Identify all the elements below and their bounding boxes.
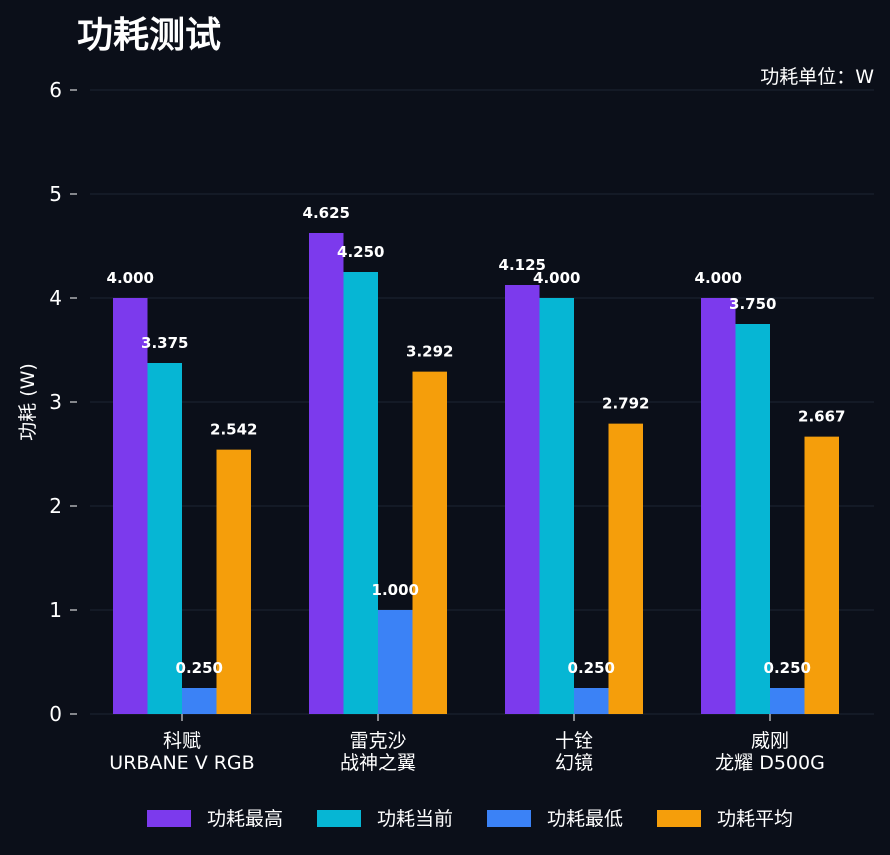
data-label: 2.792 (602, 395, 649, 413)
y-tick-label: 0 (49, 702, 62, 726)
x-tick-label: 雷克沙 (349, 730, 406, 752)
data-label: 2.667 (798, 408, 845, 426)
legend: 功耗最高 功耗当前 功耗最低 功耗平均 (147, 808, 793, 830)
y-tick-label: 5 (49, 182, 62, 206)
y-axis-ticks: 0 1 2 3 4 5 6 (49, 78, 77, 726)
bar (309, 233, 344, 714)
bar (412, 371, 447, 714)
data-label: 3.750 (729, 295, 776, 313)
bar (378, 610, 413, 714)
legend-label: 功耗最低 (547, 808, 623, 830)
y-tick-label: 6 (49, 78, 62, 102)
x-tick-label: URBANE V RGB (109, 752, 254, 774)
bar (608, 423, 643, 714)
data-label: 3.292 (406, 343, 453, 361)
y-axis-label: 功耗 (W) (17, 363, 39, 441)
x-tick-label: 十铨 (555, 730, 593, 752)
data-label: 4.125 (499, 256, 546, 274)
legend-swatch (147, 810, 191, 827)
bar (505, 285, 540, 714)
unit-note: 功耗单位：W (760, 66, 874, 88)
data-label: 4.000 (533, 269, 580, 287)
x-tick-label: 龙耀 D500G (715, 752, 825, 774)
bar (343, 272, 378, 714)
bar (216, 449, 251, 714)
data-labels: 4.000 3.375 0.250 2.542 4.625 4.250 1.000 3.292… (107, 204, 846, 677)
legend-label: 功耗当前 (377, 808, 453, 830)
data-label: 0.250 (176, 659, 223, 677)
bar (701, 298, 736, 714)
data-label: 2.542 (210, 421, 257, 439)
data-label: 4.625 (303, 204, 350, 222)
data-label: 4.000 (695, 269, 742, 287)
data-label: 0.250 (568, 659, 615, 677)
bar (182, 688, 217, 714)
data-label: 4.000 (107, 269, 154, 287)
bar (113, 298, 148, 714)
y-tick-label: 3 (49, 390, 62, 414)
bar (804, 436, 839, 714)
legend-swatch (487, 810, 531, 827)
legend-swatch (657, 810, 701, 827)
y-tick-label: 2 (49, 494, 62, 518)
data-label: 3.375 (141, 334, 188, 352)
x-tick-label: 战神之翼 (340, 752, 416, 774)
bar (147, 363, 182, 714)
x-tick-label: 幻镜 (555, 752, 593, 774)
bar (770, 688, 805, 714)
legend-label: 功耗最高 (207, 808, 283, 830)
data-label: 1.000 (372, 581, 419, 599)
bar (735, 324, 770, 714)
chart-title: 功耗测试 (77, 15, 221, 56)
data-label: 0.250 (764, 659, 811, 677)
legend-label: 功耗平均 (717, 808, 793, 830)
bars (113, 233, 839, 714)
y-tick-label: 4 (49, 286, 62, 310)
data-label: 4.250 (337, 243, 384, 261)
legend-swatch (317, 810, 361, 827)
bar (574, 688, 609, 714)
x-tick-label: 威刚 (751, 730, 789, 752)
x-tick-label: 科赋 (163, 730, 201, 752)
bar (539, 298, 574, 714)
y-tick-label: 1 (49, 598, 62, 622)
